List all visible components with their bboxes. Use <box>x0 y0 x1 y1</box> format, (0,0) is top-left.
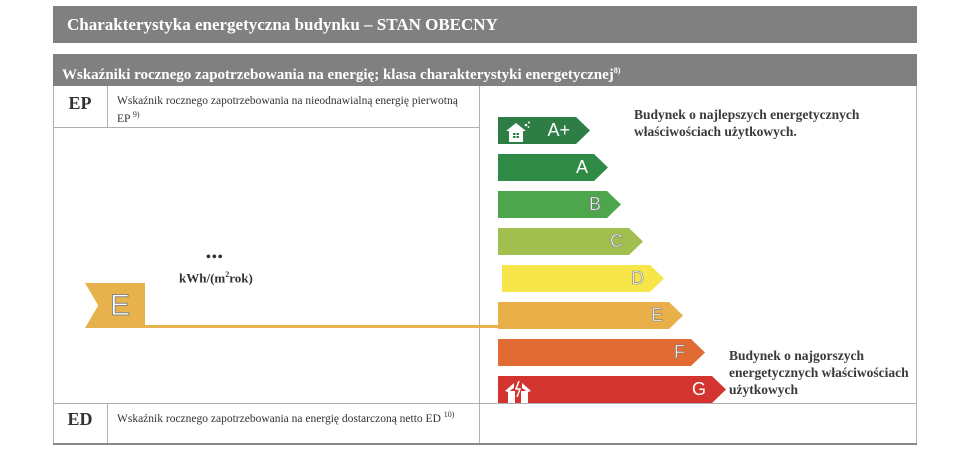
subtitle-footnote: 8) <box>613 66 621 75</box>
table-bottom-border <box>53 443 917 445</box>
class-label: F <box>674 342 685 362</box>
class-bar-d: D <box>502 265 664 292</box>
class-label: E <box>650 305 663 325</box>
class-bar-c: C <box>498 228 643 255</box>
class-label: A <box>575 157 588 177</box>
class-bar-a-plus: A+ <box>498 117 590 144</box>
broken-house-icon <box>504 379 534 403</box>
eco-house-icon <box>504 120 532 142</box>
class-bar-g: G <box>498 376 726 403</box>
ep-footnote: 9) <box>132 110 140 119</box>
class-label: A+ <box>547 120 570 140</box>
section-title: Charakterystyka energetyczna budynku – S… <box>53 6 917 43</box>
ep-code-divider <box>107 86 108 127</box>
ep-value: ••• <box>206 250 224 265</box>
ed-code: ED <box>67 409 93 429</box>
class-bar-f: F <box>498 339 705 366</box>
class-label: C <box>610 231 623 251</box>
ep-row-divider <box>53 127 480 128</box>
class-label: D <box>631 268 644 288</box>
class-marker-label: E <box>109 289 131 323</box>
ep-description: Wskaźnik rocznego zapotrzebowania na nie… <box>117 94 467 126</box>
worst-building-caption: Budynek o najgorszych energetycznych wła… <box>729 348 909 397</box>
ed-footnote: 10) <box>443 410 455 419</box>
ep-description-text: Wskaźnik rocznego zapotrzebowania na nie… <box>117 95 458 125</box>
ed-description-text: Wskaźnik rocznego zapotrzebowania na ene… <box>117 412 441 425</box>
class-bar-e: E <box>498 302 683 329</box>
ep-code: EP <box>68 93 92 113</box>
class-label: B <box>588 194 601 214</box>
subtitle-text: Wskaźniki rocznego zapotrzebowania na en… <box>62 67 614 83</box>
class-bar-a: A <box>498 154 608 181</box>
class-bar-b: B <box>498 191 621 218</box>
ep-unit: kWh/(m2rok) <box>179 270 253 286</box>
unit-sup: 2 <box>225 270 230 279</box>
unit-suffix: rok) <box>229 270 253 286</box>
ed-description: Wskaźnik rocznego zapotrzebowania na ene… <box>117 408 467 426</box>
section-subtitle: Wskaźniki rocznego zapotrzebowania na en… <box>53 54 917 86</box>
column-divider <box>479 86 480 444</box>
class-marker-line <box>145 325 500 328</box>
ed-code-divider <box>107 403 108 443</box>
best-building-caption: Budynek o najlepszych energetycznych wła… <box>634 107 860 139</box>
class-label: G <box>691 379 706 399</box>
ed-row-divider <box>53 403 917 404</box>
unit-prefix: kWh/(m <box>179 270 226 286</box>
